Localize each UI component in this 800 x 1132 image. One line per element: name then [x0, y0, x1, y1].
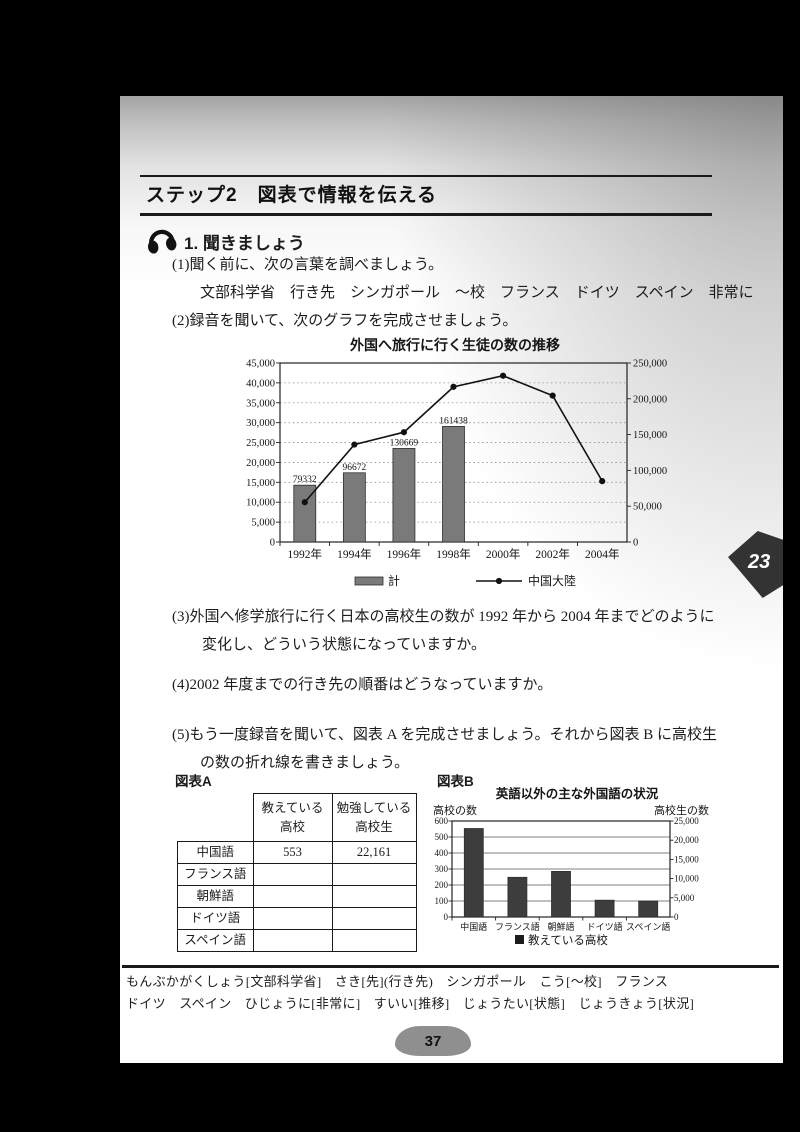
svg-text:250,000: 250,000 [633, 359, 667, 370]
question-4: (4)2002 年度までの行き先の順番はどうなっていますか。 [172, 677, 553, 693]
listening-heading: 1. 聞きましょう [184, 234, 305, 253]
footer-rule [122, 965, 779, 968]
table-cell [331, 907, 417, 930]
svg-text:30,000: 30,000 [246, 418, 275, 429]
table-cell [331, 885, 417, 908]
vocab-line-1: もんぶかがくしょう[文部科学省] さき[先](行き先) シンガポール こう[～校… [126, 974, 669, 989]
svg-text:100: 100 [435, 896, 449, 906]
svg-text:96672: 96672 [342, 463, 366, 473]
table-header-schools: 教えている 高校 [252, 793, 333, 842]
figure-a-label: 図表A [175, 774, 212, 789]
svg-text:40,000: 40,000 [246, 378, 275, 389]
table-row-label: フランス語 [177, 863, 254, 886]
svg-text:0: 0 [633, 538, 638, 549]
svg-text:0: 0 [674, 912, 679, 922]
svg-text:400: 400 [435, 848, 449, 858]
svg-text:50,000: 50,000 [633, 502, 662, 513]
svg-text:15,000: 15,000 [674, 854, 699, 864]
svg-text:500: 500 [435, 832, 449, 842]
svg-text:161438: 161438 [439, 416, 468, 426]
table-row-label: ドイツ語 [177, 907, 254, 930]
svg-text:600: 600 [435, 816, 449, 826]
svg-text:150,000: 150,000 [633, 430, 667, 441]
svg-text:5,000: 5,000 [251, 518, 275, 529]
svg-text:100,000: 100,000 [633, 466, 667, 477]
svg-text:外国へ旅行に行く生徒の数の推移: 外国へ旅行に行く生徒の数の推移 [350, 337, 560, 353]
step-title: ステップ2 図表で情報を伝える [146, 185, 437, 206]
trend-chart: 外国へ旅行に行く生徒の数の推移 0 5,000 10,000 15,000 20,000 2… [246, 337, 667, 588]
svg-text:10,000: 10,000 [246, 498, 275, 509]
question-3-line2: 変化し、どういう状態になっていますか。 [202, 637, 486, 653]
table-row-label: 中国語 [177, 841, 254, 864]
question-5-line2: の数の折れ線を書きましょう。 [200, 755, 410, 771]
svg-text:15,000: 15,000 [246, 478, 275, 489]
svg-text:ドイツ語: ドイツ語 [587, 921, 623, 932]
table-row-label: スペイン語 [177, 929, 254, 952]
svg-text:45,000: 45,000 [246, 359, 275, 370]
svg-text:2002年: 2002年 [535, 547, 570, 561]
svg-text:計: 計 [388, 573, 400, 588]
question-2: (2)録音を聞いて、次のグラフを完成させましょう。 [172, 313, 518, 329]
table-row-label: 朝鮮語 [177, 885, 254, 908]
svg-text:200: 200 [435, 880, 449, 890]
svg-text:1992年: 1992年 [288, 547, 323, 561]
svg-text:高校生の数: 高校生の数 [654, 803, 709, 817]
table-cell [252, 863, 333, 886]
svg-text:英語以外の主な外国語の状況: 英語以外の主な外国語の状況 [496, 786, 659, 801]
svg-text:1998年: 1998年 [436, 547, 471, 561]
svg-text:朝鮮語: 朝鮮語 [547, 921, 574, 932]
svg-text:79332: 79332 [293, 475, 317, 485]
table-cell [331, 929, 417, 952]
table-cell [252, 885, 333, 908]
svg-text:0: 0 [444, 912, 449, 922]
svg-text:20,000: 20,000 [246, 458, 275, 469]
header-rule-top [140, 175, 712, 177]
figure-b-label: 図表B [437, 774, 474, 789]
table-header-students: 勉強している 高校生 [331, 793, 417, 842]
svg-text:0: 0 [270, 538, 275, 549]
svg-text:1996年: 1996年 [387, 547, 422, 561]
svg-text:5,000: 5,000 [674, 893, 695, 903]
table-corner-cell [178, 794, 254, 842]
table-cell [331, 863, 417, 886]
table-cell [252, 907, 333, 930]
svg-text:教えている高校: 教えている高校 [528, 933, 608, 947]
page: ステップ2 図表で情報を伝える 1. 聞きましょう (1)聞く前に、次の言葉を調… [120, 96, 783, 1063]
svg-text:フランス語: フランス語 [495, 921, 540, 932]
svg-text:中国語: 中国語 [460, 921, 487, 932]
header-rule-bottom [140, 213, 712, 216]
chapter-tab: 23 [728, 531, 783, 598]
question-1: (1)聞く前に、次の言葉を調べましょう。 [172, 257, 444, 273]
question-5-line1: (5)もう一度録音を聞いて、図表 A を完成させましょう。それから図表 B に高… [172, 727, 717, 743]
table-cell [252, 929, 333, 952]
vocabulary-words: 文部科学省 行き先 シンガポール ～校 フランス ドイツ スペイン 非常に [200, 285, 754, 301]
page-number-badge: 37 [395, 1026, 471, 1056]
question-3-line1: (3)外国へ修学旅行に行く日本の高校生の数が 1992 年から 2004 年まで… [172, 609, 715, 625]
headphones-icon [148, 229, 177, 254]
svg-text:35,000: 35,000 [246, 398, 275, 409]
svg-text:25,000: 25,000 [246, 438, 275, 449]
chapter-tab-number: 23 [748, 551, 771, 573]
svg-text:130669: 130669 [390, 438, 419, 448]
svg-text:200,000: 200,000 [633, 394, 667, 405]
svg-text:1994年: 1994年 [337, 547, 372, 561]
svg-text:高校の数: 高校の数 [433, 803, 477, 817]
svg-text:300: 300 [435, 864, 449, 874]
svg-text:20,000: 20,000 [674, 835, 699, 845]
vocab-line-2: ドイツ スペイン ひじょうに[非常に] すいい[推移] じょうたい[状態] じょ… [126, 996, 695, 1011]
page-number: 37 [424, 1032, 442, 1050]
table-cell: 553 [252, 841, 333, 864]
svg-text:10,000: 10,000 [674, 874, 699, 884]
svg-text:2004年: 2004年 [585, 547, 620, 561]
table-cell: 22,161 [331, 841, 417, 864]
svg-text:2000年: 2000年 [486, 547, 520, 561]
svg-text:スペイン語: スペイン語 [626, 921, 670, 932]
svg-text:25,000: 25,000 [674, 816, 699, 826]
svg-text:中国大陸: 中国大陸 [528, 573, 576, 588]
figure-a-table: 教えている 高校 勉強している 高校生 中国語 553 22,161 フランス語… [177, 793, 417, 952]
